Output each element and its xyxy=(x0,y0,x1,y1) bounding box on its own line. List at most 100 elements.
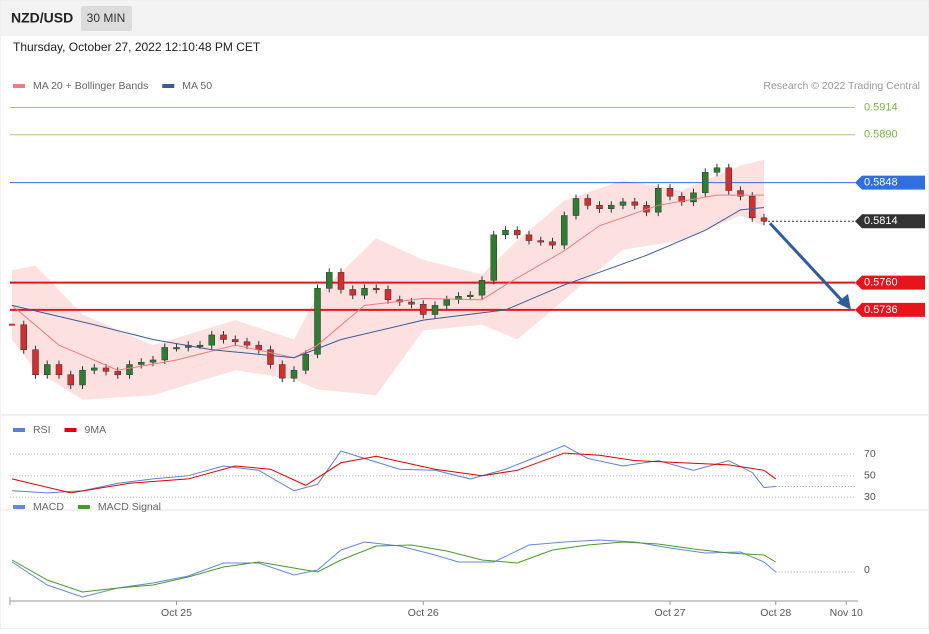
candle xyxy=(314,288,321,355)
candle xyxy=(79,369,86,386)
candle xyxy=(20,324,27,350)
candle xyxy=(232,339,239,343)
candle xyxy=(749,195,756,219)
candle xyxy=(549,241,556,246)
candle xyxy=(678,195,685,203)
symbol: NZD/USD xyxy=(11,10,73,26)
candle xyxy=(502,230,509,236)
candle xyxy=(126,364,133,375)
legend-label: MA 20 + Bollinger Bands xyxy=(33,80,148,92)
interval-button[interactable] xyxy=(81,6,132,31)
candle xyxy=(619,201,627,206)
candle xyxy=(490,234,497,281)
candle xyxy=(737,190,744,197)
x-tick-label: Oct 26 xyxy=(408,607,439,619)
indicator-line xyxy=(11,452,777,494)
candle xyxy=(138,361,145,365)
candle xyxy=(290,369,298,379)
level-tag xyxy=(855,302,925,317)
candle xyxy=(467,294,474,297)
candle xyxy=(208,334,215,346)
legend-swatch xyxy=(13,505,25,509)
credit: Research © 2022 Trading Central xyxy=(763,80,920,92)
candle xyxy=(690,192,697,203)
legend-swatch xyxy=(77,505,90,509)
candle xyxy=(196,344,204,347)
candle xyxy=(596,205,603,209)
level-label: 0.5848 xyxy=(864,176,898,188)
candle xyxy=(44,364,51,375)
candle xyxy=(655,187,662,213)
y-tick-label: 70 xyxy=(864,448,876,460)
moving-average xyxy=(11,207,765,359)
candle xyxy=(102,367,110,372)
datetime: Thursday, October 27, 2022 12:10:48 PM C… xyxy=(13,40,261,54)
candle xyxy=(760,217,768,222)
forecast-arrowhead xyxy=(837,293,851,310)
bollinger-band xyxy=(12,159,764,400)
candle xyxy=(373,288,380,291)
candle xyxy=(302,354,309,371)
x-tick-label: Nov 10 xyxy=(830,607,863,619)
candle xyxy=(420,303,427,315)
candle xyxy=(561,215,568,246)
legend-label: MACD xyxy=(33,501,64,513)
moving-average xyxy=(11,194,764,371)
x-tick-label: Oct 27 xyxy=(655,607,686,619)
candle xyxy=(91,367,98,371)
candle xyxy=(55,364,63,375)
candle xyxy=(713,167,721,173)
candle xyxy=(279,364,286,379)
forecast-arrow xyxy=(768,222,847,305)
candle xyxy=(384,289,392,300)
candle xyxy=(702,172,709,194)
x-tick-label: Oct 25 xyxy=(161,607,192,619)
candle xyxy=(255,344,262,350)
legend-label: MA 50 xyxy=(182,80,212,92)
candle xyxy=(572,198,580,216)
candle xyxy=(514,230,521,236)
level-label: 0.5814 xyxy=(864,215,898,227)
interval[interactable]: 30 MIN xyxy=(87,11,126,25)
candle xyxy=(326,272,333,289)
header-bar xyxy=(1,1,928,36)
candle xyxy=(337,272,345,290)
candle xyxy=(478,280,486,296)
legend-swatch xyxy=(162,84,175,88)
candle xyxy=(220,334,227,340)
candle xyxy=(114,371,121,375)
legend-label: MACD Signal xyxy=(98,501,161,513)
candle xyxy=(584,198,591,206)
legend-swatch xyxy=(64,428,77,432)
level-tag xyxy=(855,175,925,190)
candle xyxy=(537,240,544,243)
candle xyxy=(243,341,251,346)
legend-swatch xyxy=(13,428,25,432)
level-label: 0.5890 xyxy=(864,129,898,141)
legend-label: RSI xyxy=(33,424,51,436)
indicator-line xyxy=(11,444,776,494)
candle xyxy=(32,349,39,375)
candle xyxy=(431,305,439,315)
candle xyxy=(725,167,732,191)
level-tag xyxy=(855,275,925,290)
candle xyxy=(149,359,157,363)
candle xyxy=(443,299,450,306)
y-tick-label: 30 xyxy=(864,491,876,503)
legend-label: 9MA xyxy=(85,424,107,436)
level-tag xyxy=(855,214,925,229)
indicator-line xyxy=(11,541,777,593)
level-label: 0.5736 xyxy=(864,304,898,316)
candle xyxy=(361,288,368,296)
candle xyxy=(608,205,615,209)
level-label: 0.5914 xyxy=(864,101,898,113)
candle xyxy=(173,347,180,350)
level-label: 0.5760 xyxy=(864,277,898,289)
candle xyxy=(67,374,74,386)
candle xyxy=(525,234,533,241)
candle xyxy=(267,349,274,365)
legend-swatch xyxy=(13,84,25,88)
candle xyxy=(631,201,638,206)
x-tick-label: Oct 28 xyxy=(760,607,791,619)
